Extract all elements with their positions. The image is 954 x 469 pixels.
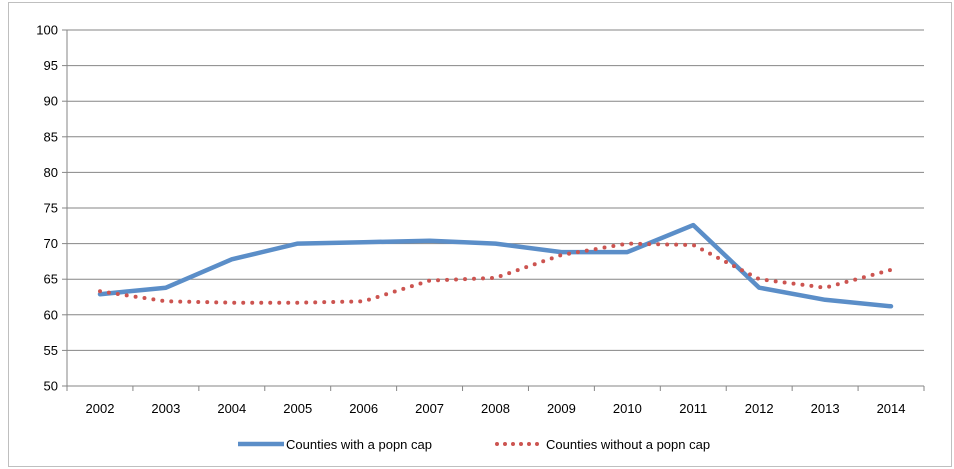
y-tick-labels: 50 55 60 65 70 75 80 85 90 95 100: [36, 23, 58, 394]
x-tick-label: 2014: [877, 401, 906, 416]
x-tick-label: 2002: [86, 401, 115, 416]
y-tick-label: 90: [44, 94, 58, 109]
y-tick-label: 95: [44, 58, 58, 73]
y-tick-label: 80: [44, 165, 58, 180]
x-tick-label: 2013: [811, 401, 840, 416]
y-tick-label: 70: [44, 236, 58, 251]
y-tick-label: 60: [44, 307, 58, 322]
series-lines: [97, 222, 894, 309]
x-tick-label: 2003: [151, 401, 180, 416]
series-line-0: [97, 222, 894, 309]
legend-label-with-cap: Counties with a popn cap: [286, 437, 432, 452]
x-tick-label: 2011: [679, 401, 707, 416]
y-tick-label: 55: [44, 343, 58, 358]
x-tick-label: 2005: [283, 401, 312, 416]
x-tick-label: 2009: [547, 401, 576, 416]
chart-frame: [8, 2, 952, 467]
legend-label-without-cap: Counties without a popn cap: [546, 437, 710, 452]
series-line-1: [98, 241, 893, 305]
y-tick-label: 85: [44, 129, 58, 144]
x-tick-label: 2010: [613, 401, 642, 416]
y-tick-label: 100: [36, 23, 58, 38]
x-tick-label: 2012: [745, 401, 774, 416]
y-tick-label: 65: [44, 272, 58, 287]
axes: [62, 29, 925, 391]
y-tick-label: 50: [44, 379, 58, 394]
legend: Counties with a popn cap Counties withou…: [238, 437, 710, 452]
x-tick-labels: 2002 2003 2004 2005 2006 2007 2008 2009 2010 2011…: [86, 401, 906, 416]
x-tick-label: 2006: [349, 401, 378, 416]
x-tick-label: 2007: [415, 401, 444, 416]
x-tick-label: 2008: [481, 401, 510, 416]
gridlines: [67, 29, 924, 351]
y-tick-label: 75: [44, 201, 58, 216]
x-tick-label: 2004: [217, 401, 246, 416]
